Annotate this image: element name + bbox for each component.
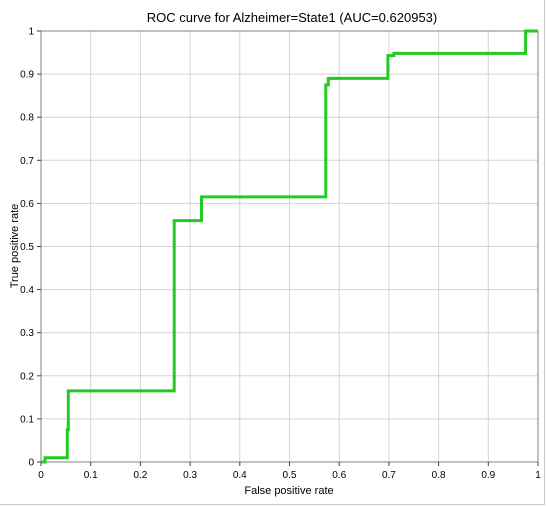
y-tick-label: 0.4 — [20, 285, 34, 296]
y-tick-label: 0.9 — [20, 70, 34, 81]
grid-lines — [41, 31, 538, 462]
y-tick-label: 0.7 — [20, 156, 34, 167]
x-tick-label: 0.6 — [332, 470, 346, 481]
y-tick-label: 0.6 — [20, 199, 34, 210]
roc-curve-line — [41, 29, 538, 464]
axis-ticks: 0 0.1 0.2 0.3 0.4 0.5 0.6 0.7 0.8 0.9 1 0 0.1 0.2 0.3 0… — [20, 27, 541, 482]
x-tick-label: 0.5 — [283, 470, 297, 481]
x-tick-label: 0.1 — [84, 470, 98, 481]
y-tick-label: 0.2 — [20, 371, 34, 382]
y-tick-label: 0.1 — [20, 414, 34, 425]
x-tick-label: 0.7 — [382, 470, 396, 481]
x-tick-label: 0.9 — [481, 470, 495, 481]
y-tick-label: 0.5 — [20, 242, 34, 253]
x-tick-label: 0.4 — [233, 470, 247, 481]
y-tick-label: 1 — [28, 27, 34, 38]
series-group — [41, 29, 538, 464]
x-axis-label: False positive rate — [244, 485, 333, 497]
x-tick-label: 0 — [38, 470, 44, 481]
y-tick-label: 0.3 — [20, 328, 34, 339]
y-axis-label: True positive rate — [9, 204, 21, 289]
chart-title: ROC curve for Alzheimer=State1 (AUC=0.62… — [147, 10, 437, 25]
y-tick-label: 0 — [28, 458, 34, 469]
x-tick-label: 0.8 — [432, 470, 446, 481]
x-tick-label: 0.2 — [133, 470, 147, 481]
x-tick-label: 1 — [535, 470, 541, 481]
x-tick-label: 0.3 — [183, 470, 197, 481]
y-tick-label: 0.8 — [20, 113, 34, 124]
